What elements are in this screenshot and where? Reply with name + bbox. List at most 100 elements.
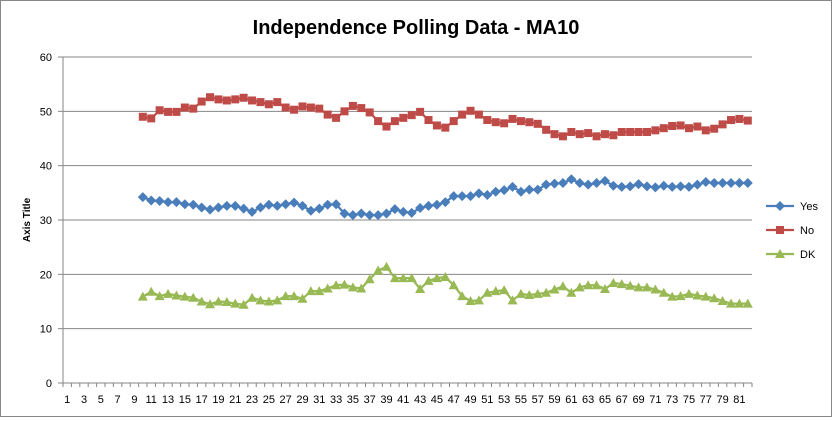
x-tick-label: 57	[532, 394, 544, 406]
x-tick-label: 59	[548, 394, 560, 406]
data-point	[701, 126, 710, 135]
data-point	[634, 127, 643, 136]
data-point	[348, 101, 357, 110]
data-point	[399, 113, 408, 122]
data-point	[179, 291, 190, 301]
data-point	[650, 284, 661, 294]
data-point	[675, 291, 686, 301]
data-point	[574, 178, 585, 189]
data-point	[500, 119, 509, 128]
data-point	[205, 299, 216, 309]
data-point	[549, 284, 560, 294]
x-tick-label: 31	[313, 394, 325, 406]
data-point	[365, 108, 374, 117]
data-point	[263, 296, 274, 306]
data-point	[163, 288, 174, 298]
data-point	[272, 295, 283, 305]
x-tick-label: 27	[280, 394, 292, 406]
data-point	[390, 117, 399, 126]
data-point	[532, 288, 543, 298]
data-point	[574, 282, 585, 292]
data-point	[264, 100, 273, 109]
data-point	[314, 286, 325, 296]
data-point	[239, 93, 248, 102]
data-point	[508, 114, 517, 123]
x-tick-label: 11	[146, 394, 157, 406]
data-point	[154, 195, 165, 206]
data-point	[650, 182, 661, 193]
data-point	[137, 192, 148, 203]
data-point	[423, 200, 434, 211]
data-point	[591, 178, 602, 189]
data-point	[180, 103, 189, 112]
data-point	[625, 280, 636, 290]
x-tick-label: 41	[397, 394, 409, 406]
x-tick-label: 13	[162, 394, 174, 406]
data-point	[683, 288, 694, 298]
x-tick-label: 1	[64, 394, 70, 406]
data-point	[482, 190, 493, 201]
data-point	[725, 298, 736, 308]
data-point	[381, 208, 392, 219]
x-tick-label: 37	[364, 394, 376, 406]
data-point	[734, 178, 745, 189]
data-point	[651, 126, 660, 135]
x-tick-label: 73	[666, 394, 678, 406]
data-point	[146, 195, 157, 206]
data-point	[742, 178, 753, 189]
data-point	[725, 178, 736, 189]
data-point	[608, 278, 619, 288]
data-point	[542, 125, 551, 134]
data-point	[238, 299, 249, 309]
data-point	[221, 297, 232, 307]
chart-title: Independence Polling Data - MA10	[253, 17, 580, 39]
data-point	[297, 293, 308, 303]
data-point	[231, 95, 240, 104]
data-point	[281, 103, 290, 112]
legend-item-yes: Yes	[766, 201, 818, 213]
data-point	[499, 185, 510, 196]
x-tick-label: 33	[330, 394, 342, 406]
data-point	[398, 273, 409, 283]
data-point	[558, 132, 567, 141]
x-tick-label: 79	[716, 394, 728, 406]
y-axis-title: Axis Title	[22, 197, 33, 242]
series-yes	[137, 174, 753, 221]
data-point	[567, 127, 576, 136]
data-point	[172, 107, 181, 116]
data-point	[550, 130, 559, 139]
data-point	[676, 121, 685, 130]
data-point	[255, 202, 266, 213]
data-point	[339, 279, 350, 289]
data-point	[315, 104, 324, 113]
data-point	[179, 199, 190, 210]
data-point	[658, 287, 669, 297]
data-point	[255, 295, 266, 305]
data-point	[616, 181, 627, 192]
x-tick-label: 21	[229, 394, 241, 406]
data-point	[541, 287, 552, 297]
y-tick-label: 20	[40, 269, 52, 281]
x-tick-label: 61	[565, 394, 577, 406]
data-point	[600, 130, 609, 139]
data-point	[406, 273, 417, 283]
y-tick-label: 60	[40, 52, 52, 64]
x-tick-label: 53	[498, 394, 510, 406]
data-point	[575, 130, 584, 139]
data-point	[735, 114, 744, 123]
x-tick-label: 63	[582, 394, 594, 406]
data-point	[516, 117, 525, 126]
data-point	[633, 179, 644, 190]
data-point	[247, 206, 258, 217]
data-point	[322, 283, 333, 293]
data-point	[154, 291, 165, 301]
legend-label: No	[800, 225, 814, 237]
legend: Yes No DK	[766, 201, 818, 261]
legend-item-dk: DK	[766, 249, 816, 261]
x-tick-label: 45	[431, 394, 443, 406]
data-point	[440, 272, 451, 282]
data-point	[323, 110, 332, 119]
data-point	[609, 131, 618, 140]
data-point	[524, 184, 535, 195]
